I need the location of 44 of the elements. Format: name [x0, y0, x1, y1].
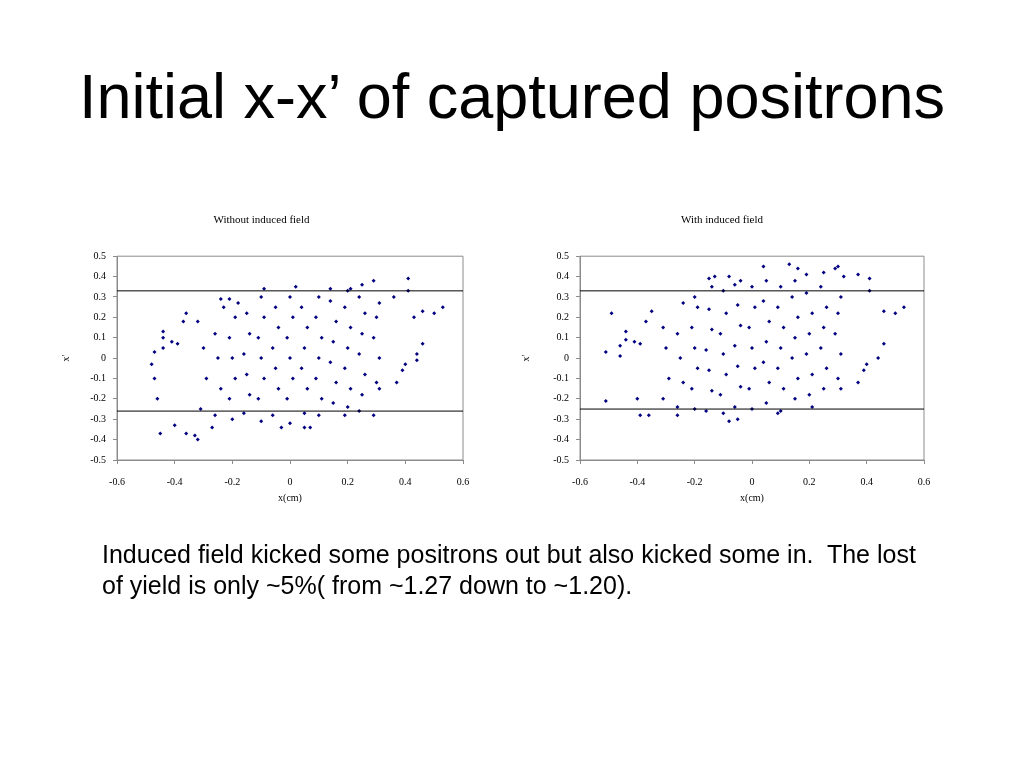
text: Initial x-x’ of captured positrons: [77, 61, 947, 131]
chart-title: With induced field: [680, 213, 764, 226]
y-tick-label: -0.2: [553, 392, 569, 404]
x-tick-label: 0.4: [399, 475, 412, 487]
x-tick-label: -0.6: [572, 475, 588, 487]
x-axis-title: x(cm): [278, 491, 302, 504]
x-tick-label: -0.4: [166, 475, 183, 487]
chart-title: Without induced field: [213, 213, 311, 226]
x-tick-label: -0.6: [109, 475, 125, 487]
x-tick-label: -0.4: [629, 475, 646, 487]
x-tick-label: -0.2: [686, 475, 703, 487]
y-tick-label: -0.1: [553, 372, 569, 384]
x-tick-label: -0.2: [224, 475, 241, 487]
text: Induced field kicked some positrons out but also kicked some in. The lost of yield is only ~5%( from ~1.27 down to ~1.20).: [102, 539, 917, 601]
y-tick-label: 0.3: [93, 290, 106, 302]
x-tick-label: 0.6: [917, 475, 931, 487]
y-tick-label: 0.2: [93, 310, 106, 322]
y-tick-label: 0.1: [93, 331, 106, 343]
y-tick-label: -0.5: [90, 453, 106, 465]
y-tick-label: -0.4: [553, 433, 569, 445]
x-tick-label: 0.4: [860, 475, 873, 487]
y-tick-label: 0.2: [556, 310, 569, 322]
x-axis-title: x(cm): [740, 491, 764, 504]
y-axis-title: x': [59, 354, 71, 362]
x-tick-label: 0: [749, 475, 755, 487]
y-tick-label: 0.5: [93, 249, 106, 261]
y-axis-title: x': [519, 354, 531, 362]
y-tick-label: 0.4: [556, 270, 569, 282]
x-tick-label: 0.2: [803, 475, 816, 487]
y-tick-label: -0.3: [90, 412, 106, 424]
y-tick-label: 0: [564, 351, 569, 363]
y-tick-label: 0.1: [556, 331, 569, 343]
y-tick-label: -0.2: [90, 392, 106, 404]
y-tick-label: -0.3: [553, 412, 569, 424]
y-tick-label: -0.1: [90, 372, 106, 384]
x-tick-label: 0: [287, 475, 293, 487]
y-tick-label: 0.4: [93, 270, 106, 282]
x-tick-label: 0.2: [341, 475, 354, 487]
y-tick-label: 0.3: [556, 290, 569, 302]
y-tick-label: 0.5: [556, 249, 569, 261]
y-tick-label: -0.5: [553, 453, 569, 465]
y-tick-label: -0.4: [90, 433, 106, 445]
y-tick-label: 0: [101, 351, 106, 363]
x-tick-label: 0.6: [456, 475, 470, 487]
